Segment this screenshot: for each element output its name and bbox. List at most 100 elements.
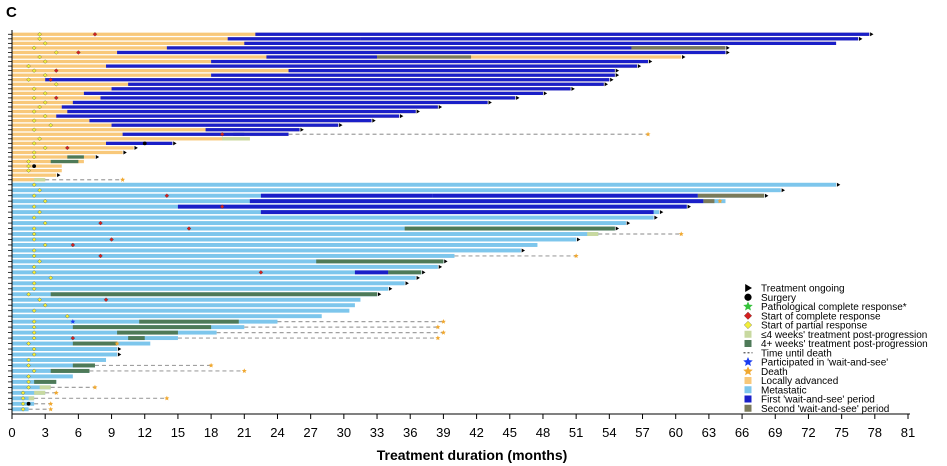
x-axis: 0 3 6 9 12 15 18 21 24 27 30 33 36 39 42 45 48 51 54 57 60 63… [8,30,915,440]
patient-bar [12,128,300,132]
partial-response-marker [31,231,37,237]
x-tick-label: 33 [370,425,384,440]
patient-bar [12,275,416,280]
partial-response-marker [42,198,48,204]
first-wait-and-see-segment [255,32,870,36]
first-wait-and-see-segment [61,105,438,109]
x-tick-label: 81 [901,425,915,440]
patient-bar [12,358,107,362]
patient-bar [12,237,577,242]
complete-response-marker [219,132,225,137]
death-star [92,384,98,390]
treatment-ongoing-marker [521,248,526,253]
partial-response-marker [31,45,37,51]
x-tick-label: 18 [204,425,218,440]
x-tick-label: 75 [834,425,848,440]
partial-response-marker [54,50,59,55]
treatment-ongoing-marker [57,173,61,178]
first-wait-and-see-segment [106,64,637,68]
patient-bar [12,141,173,145]
death-star [717,198,723,204]
treatment-ongoing-marker [438,264,443,269]
treatment-ongoing-marker [134,145,138,150]
partial-response-marker [31,308,37,313]
patient-bar [12,286,389,291]
post-progression-4plus-segment [316,259,444,264]
partial-response-marker [26,159,31,164]
first-wait-and-see-segment [67,109,416,114]
patient-bar [12,150,123,155]
patient-bar [12,336,178,341]
legend-label-cr: Start of complete response [761,311,881,322]
patient-bar [12,352,118,357]
post-progression-4plus-segment [388,270,422,275]
patient-bar [12,270,422,275]
x-tick-label: 12 [138,425,152,440]
legend-icon-le4 [744,330,752,338]
treatment-ongoing-marker [648,59,653,64]
x-tick-label: 30 [337,425,351,440]
treatment-ongoing-marker [626,221,631,226]
treatment-ongoing-marker [870,32,874,37]
first-wait-and-see-segment [166,46,632,50]
legend-label-w1: First 'wait-and-see' period [761,395,875,406]
post-progression-le4-segment [28,396,35,401]
death-star [435,335,441,341]
partial-response-marker [26,292,31,297]
death-star [435,324,441,330]
complete-response-marker [98,220,103,226]
partial-response-marker [31,286,37,291]
treatment-ongoing-marker [95,155,100,159]
patient-bar [12,407,29,412]
first-wait-and-see-segment [249,199,704,204]
partial-response-marker [20,390,26,396]
first-wait-and-see-segment [360,37,859,41]
x-tick-label: 48 [536,425,550,440]
patient-bar [12,308,350,313]
legend-icon-pcr [743,301,753,311]
x-tick-label: 60 [668,425,682,440]
partial-response-marker [42,41,48,46]
partial-response-marker [31,193,37,198]
legend-icon-gt4 [744,340,752,347]
treatment-ongoing-marker [416,275,420,280]
first-wait-and-see-segment [260,210,654,215]
patient-bar [12,363,95,368]
x-tick-label: 3 [42,425,49,440]
partial-response-marker [37,54,42,60]
complete-response-marker [92,32,98,37]
patient-bar [12,221,626,226]
death-star [48,406,54,412]
treatment-ongoing-marker [405,281,409,286]
x-tick-label: 36 [403,425,417,440]
complete-response-marker [54,68,59,73]
treatment-ongoing-marker [859,36,863,41]
treatment-ongoing-marker [659,210,664,215]
legend-label-w2: Second 'wait-and-see' period [761,404,889,415]
x-tick-label: 45 [503,425,517,440]
partial-response-marker [31,204,37,209]
x-tick-label: 66 [735,425,749,440]
partial-response-marker [26,163,31,169]
partial-response-marker [20,401,26,406]
post-progression-4plus-segment [117,330,178,335]
post-progression-le4-segment [34,390,46,395]
first-wait-and-see-segment [89,119,372,123]
partial-response-marker [31,270,37,275]
partial-response-marker [37,32,42,37]
partial-response-marker [31,264,37,270]
surgery-marker [26,401,31,406]
post-progression-4plus-segment [139,319,239,324]
treatment-ongoing-marker [781,188,785,193]
legend-icon-la [744,377,752,384]
complete-response-marker [219,204,225,209]
x-tick-label: 54 [602,425,616,440]
first-wait-and-see-segment [227,37,361,41]
partial-response-marker [31,253,37,259]
patient-bar [12,281,405,286]
wait-and-see-star [70,319,76,324]
legend-label-was: Participated in 'wait-and-see' [761,358,888,369]
treatment-ongoing-marker [173,141,177,146]
death-star [114,340,120,346]
